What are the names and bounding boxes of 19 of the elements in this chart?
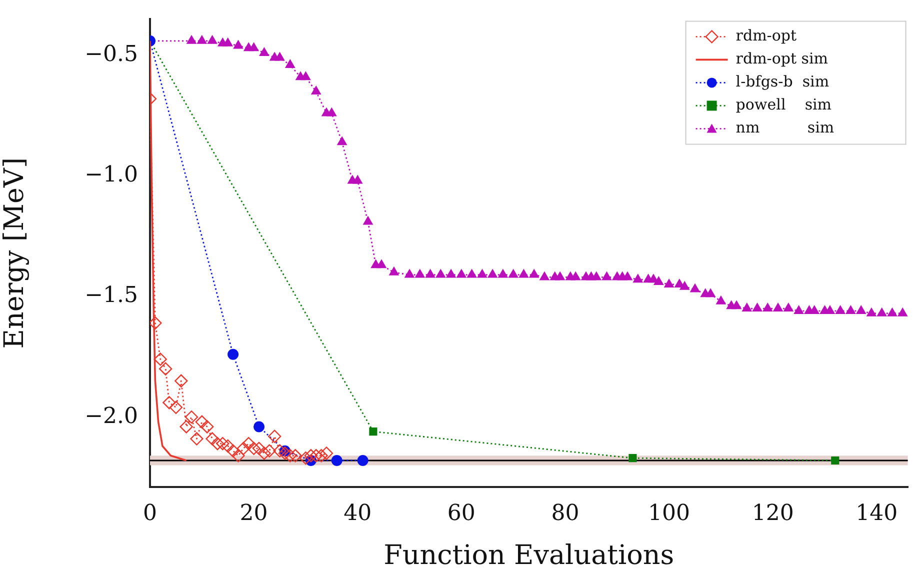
y-tick-label: −0.5 — [84, 42, 138, 68]
x-tick-label: 80 — [551, 500, 580, 526]
x-tick-label: 20 — [240, 500, 268, 526]
y-tick-label: −1.0 — [84, 162, 138, 188]
x-axis-title: Function Evaluations — [384, 540, 674, 571]
x-tick-label: 100 — [648, 500, 690, 526]
y-tick-label: −1.5 — [84, 283, 138, 308]
legend-label: nm sim — [736, 118, 834, 137]
x-tick-label: 120 — [752, 500, 794, 526]
y-axis-title: Energy [MeV] — [0, 157, 30, 349]
legend-label: powell sim — [736, 96, 832, 114]
x-tick-label: 40 — [344, 500, 372, 526]
y-tick-label: −2.0 — [84, 404, 138, 429]
legend-label: rdm-opt sim — [736, 50, 828, 68]
legend-label: rdm-opt — [736, 26, 797, 45]
legend-label: l-bfgs-b sim — [736, 72, 830, 91]
x-tick-label: 0 — [143, 500, 157, 526]
x-tick-label: 60 — [447, 500, 476, 526]
x-tick-label: 140 — [856, 500, 898, 526]
